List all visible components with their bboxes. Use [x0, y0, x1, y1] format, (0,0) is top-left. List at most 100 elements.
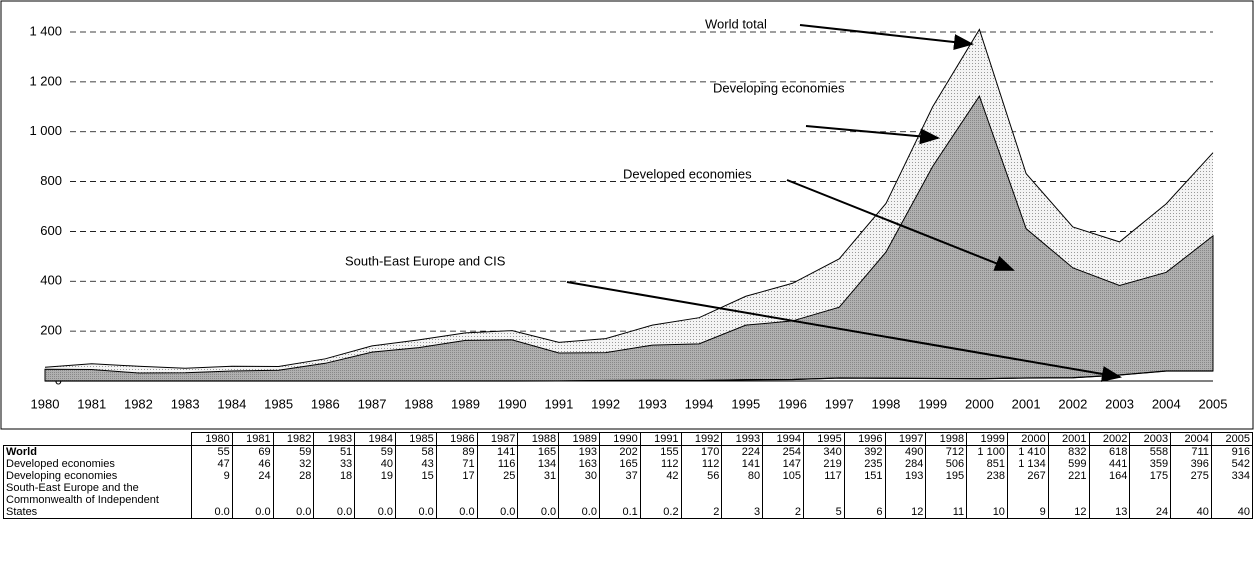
header-row: 1980 1981 1982 1983 1984 1985 1986 1987 1988 1989…	[4, 432, 1254, 446]
cell-value: 1 100	[966, 445, 1008, 458]
cell-value: 0.0	[313, 482, 356, 519]
x-tick-label: 1984	[217, 396, 246, 411]
cell-value: 30	[558, 470, 600, 482]
cell-value: 40	[354, 458, 396, 470]
cell-value: 2	[680, 482, 723, 519]
cell-value: 147	[762, 458, 804, 470]
cell-value: 31	[517, 470, 560, 482]
cell-value: 112	[639, 458, 682, 470]
annotation: Developed economies	[623, 166, 752, 181]
annotation-arrow	[786, 179, 1015, 271]
cell-value: 396	[1170, 458, 1212, 470]
year-header: 1991	[639, 432, 682, 446]
year-header: 1982	[272, 432, 315, 446]
y-tick-label: 400	[40, 273, 62, 288]
cell-value: 47	[191, 458, 233, 470]
data-row: World 55 69 59 51 59 58 89 141 165 193 202 155 170 224…	[3, 445, 1254, 458]
cell-value: 165	[598, 458, 641, 470]
cell-value: 340	[802, 445, 845, 458]
row-header: World	[3, 445, 192, 458]
cell-value: 558	[1129, 445, 1172, 458]
cell-value: 58	[394, 445, 437, 458]
annotation: Developing economies	[713, 80, 845, 95]
cell-value: 165	[517, 445, 560, 458]
annotation: World total	[705, 16, 767, 31]
cell-value: 19	[354, 470, 396, 482]
cell-value: 5	[802, 482, 845, 519]
cell-value: 3	[721, 482, 764, 519]
y-tick-label: 1 000	[29, 123, 62, 138]
cell-value: 32	[272, 458, 315, 470]
cell-value: 55	[191, 445, 233, 458]
cell-value: 59	[354, 445, 396, 458]
cell-value: 141	[721, 458, 764, 470]
year-header: 1995	[802, 432, 845, 446]
year-header: 1985	[394, 432, 437, 446]
year-header: 2004	[1170, 432, 1212, 446]
annotation-arrow	[799, 24, 974, 50]
x-tick-label: 1998	[871, 396, 900, 411]
x-tick-label: 2003	[1105, 396, 1134, 411]
data-row: Developed economies 47 46 32 33 40 43 71 116 134 1…	[3, 458, 1254, 470]
year-header: 2001	[1047, 432, 1090, 446]
cell-value: 0.0	[191, 482, 233, 519]
cell-value: 712	[925, 445, 968, 458]
cell-value: 28	[272, 470, 315, 482]
cell-value: 80	[721, 470, 764, 482]
cell-value: 275	[1170, 470, 1212, 482]
x-tick-label: 1992	[591, 396, 620, 411]
cell-value: 334	[1210, 470, 1254, 482]
cell-value: 164	[1088, 470, 1131, 482]
year-header: 1983	[313, 432, 356, 446]
x-tick-label: 1991	[544, 396, 573, 411]
cell-value: 193	[884, 470, 927, 482]
cell-value: 851	[966, 458, 1008, 470]
year-header: 2002	[1088, 432, 1131, 446]
cell-value: 141	[476, 445, 519, 458]
year-header: 1981	[231, 432, 274, 446]
cell-value: 359	[1129, 458, 1172, 470]
cell-value: 10	[966, 482, 1008, 519]
cell-value: 599	[1047, 458, 1090, 470]
cell-value: 542	[1210, 458, 1254, 470]
annotation: South-East Europe and CIS	[345, 253, 506, 268]
cell-value: 219	[802, 458, 845, 470]
year-header: 1993	[721, 432, 764, 446]
cell-value: 832	[1047, 445, 1090, 458]
cell-value: 202	[598, 445, 641, 458]
cell-value: 43	[394, 458, 437, 470]
cell-value: 134	[517, 458, 560, 470]
year-header: 1989	[558, 432, 600, 446]
cell-value: 267	[1006, 470, 1049, 482]
x-tick-label: 1983	[171, 396, 200, 411]
x-tick-label: 1986	[311, 396, 340, 411]
cell-value: 0.0	[394, 482, 437, 519]
cell-value: 0.0	[476, 482, 519, 519]
x-tick-label: 1995	[731, 396, 760, 411]
year-header: 1994	[762, 432, 804, 446]
corner	[4, 433, 192, 446]
y-tick-label: 800	[40, 173, 62, 188]
cell-value: 17	[435, 470, 478, 482]
cell-value: 12	[884, 482, 927, 519]
y-tick-label: 1 400	[29, 23, 62, 38]
cell-value: 506	[925, 458, 968, 470]
cell-value: 51	[313, 445, 356, 458]
x-tick-label: 1990	[498, 396, 527, 411]
x-tick-label: 1982	[124, 396, 153, 411]
cell-value: 9	[191, 470, 233, 482]
x-tick-label: 2004	[1152, 396, 1181, 411]
chart-frame	[0, 0, 1254, 430]
cell-value: 40	[1170, 482, 1212, 519]
row-header: Developed economies	[3, 458, 192, 470]
cell-value: 9	[1006, 482, 1049, 519]
y-tick-label: 200	[40, 323, 62, 338]
row-header: Developing economies	[3, 470, 192, 482]
x-tick-label: 1980	[31, 396, 60, 411]
cell-value: 0.0	[517, 482, 560, 519]
cell-value: 1 134	[1006, 458, 1049, 470]
cell-value: 56	[680, 470, 723, 482]
cell-value: 117	[802, 470, 845, 482]
cell-value: 0.0	[231, 482, 274, 519]
year-header: 1992	[680, 432, 723, 446]
